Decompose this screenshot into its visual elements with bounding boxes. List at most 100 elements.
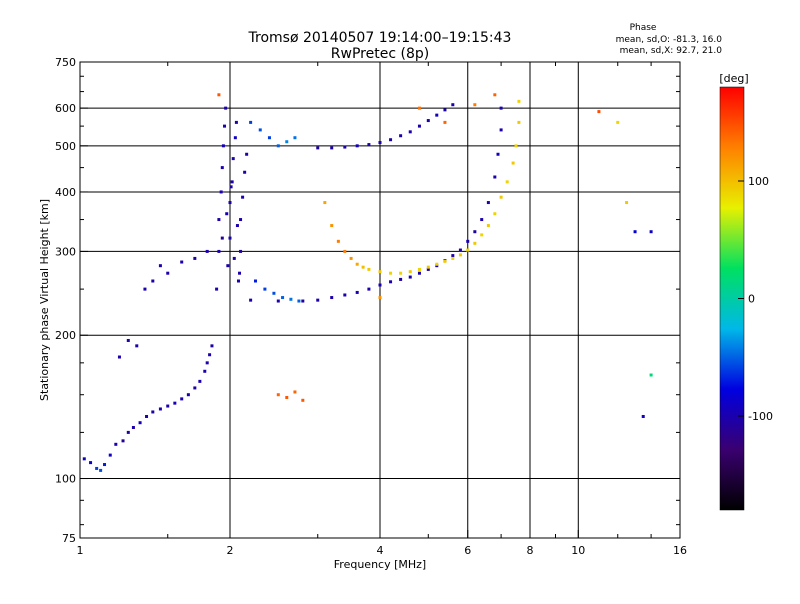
data-point: [435, 113, 439, 117]
data-point: [226, 264, 230, 268]
data-point: [193, 256, 197, 260]
data-point: [473, 103, 477, 107]
x-tick-label: 6: [464, 544, 471, 557]
data-point: [126, 338, 130, 342]
data-point: [378, 283, 382, 287]
data-point: [301, 299, 305, 303]
data-point: [486, 201, 490, 205]
data-point: [435, 262, 439, 266]
data-point: [355, 262, 359, 266]
x-tick-label: 8: [527, 544, 534, 557]
y-tick-label: 600: [55, 102, 76, 115]
data-point: [389, 138, 393, 142]
data-point: [473, 241, 477, 245]
data-point: [443, 120, 447, 124]
data-point: [193, 386, 197, 390]
data-point: [378, 270, 382, 274]
data-point: [389, 280, 393, 284]
data-point: [208, 353, 212, 357]
data-point: [343, 145, 347, 149]
data-point: [336, 239, 340, 243]
data-point: [151, 410, 155, 414]
data-point: [367, 143, 371, 147]
data-point: [99, 468, 103, 472]
data-point: [330, 296, 334, 300]
data-point: [220, 236, 224, 240]
data-point: [231, 157, 235, 161]
y-tick-label: 300: [55, 245, 76, 258]
data-point: [228, 236, 232, 240]
data-point: [493, 93, 497, 97]
plot-area: 1 2 4 6 8 10 16 75 100 200 300 400 500 600 750: [55, 56, 687, 557]
data-point: [210, 344, 214, 348]
data-point: [236, 279, 240, 283]
data-point: [289, 297, 293, 301]
data-point: [103, 463, 107, 467]
data-point: [505, 180, 509, 184]
data-point: [378, 141, 382, 145]
data-point: [249, 120, 253, 124]
data-point: [205, 361, 209, 365]
data-point: [349, 256, 353, 260]
data-point: [517, 99, 521, 103]
data-point: [151, 279, 155, 283]
y-tick-label: 400: [55, 186, 76, 199]
data-point: [117, 355, 121, 359]
data-point: [451, 103, 455, 107]
data-point: [389, 271, 393, 275]
phase-heading: Phase: [630, 23, 657, 33]
data-point: [649, 373, 653, 377]
data-point: [158, 407, 162, 411]
data-point: [186, 393, 190, 397]
data-point: [499, 128, 503, 132]
data-point: [293, 136, 297, 140]
data-point: [316, 146, 320, 150]
data-point: [258, 128, 262, 132]
data-point: [205, 249, 209, 253]
data-point: [633, 230, 637, 234]
data-point: [301, 398, 305, 402]
colorbar-label: [deg]: [719, 72, 748, 85]
data-point: [220, 166, 224, 170]
data-point: [224, 106, 228, 110]
data-point: [263, 287, 267, 291]
data-point: [417, 271, 421, 275]
data-point: [426, 119, 430, 123]
data-point: [480, 233, 484, 237]
data-point: [493, 212, 497, 216]
data-point: [217, 218, 221, 222]
data-point: [466, 248, 470, 252]
phase-o-stats: mean, sd,O: -81.3, 16.0: [616, 35, 723, 45]
data-point: [473, 230, 477, 234]
data-point: [126, 430, 130, 434]
chart-subtitle: RwPretec (8p): [331, 46, 429, 62]
data-point: [499, 195, 503, 199]
data-point: [158, 264, 162, 268]
data-point: [458, 253, 462, 257]
y-tick-label: 200: [55, 329, 76, 342]
data-point: [399, 134, 403, 138]
data-point: [223, 124, 227, 128]
data-point: [249, 298, 253, 302]
data-point: [95, 466, 99, 470]
data-point: [399, 271, 403, 275]
data-point: [241, 195, 245, 199]
data-point: [408, 130, 412, 134]
data-point: [458, 248, 462, 252]
data-point: [138, 421, 142, 425]
data-point: [82, 457, 86, 461]
data-point: [649, 230, 653, 234]
data-point: [145, 414, 149, 418]
data-point: [89, 461, 93, 465]
colorbar-ticks: 100 0 -100: [738, 175, 773, 423]
x-tick-label: 10: [571, 544, 585, 557]
colorbar-tick-label: 100: [748, 175, 769, 188]
data-point: [276, 299, 280, 303]
data-point: [114, 442, 118, 446]
data-point: [451, 254, 455, 258]
data-point: [297, 299, 301, 303]
data-point: [217, 249, 221, 253]
data-point: [443, 108, 447, 112]
y-tick-label: 750: [55, 56, 76, 69]
